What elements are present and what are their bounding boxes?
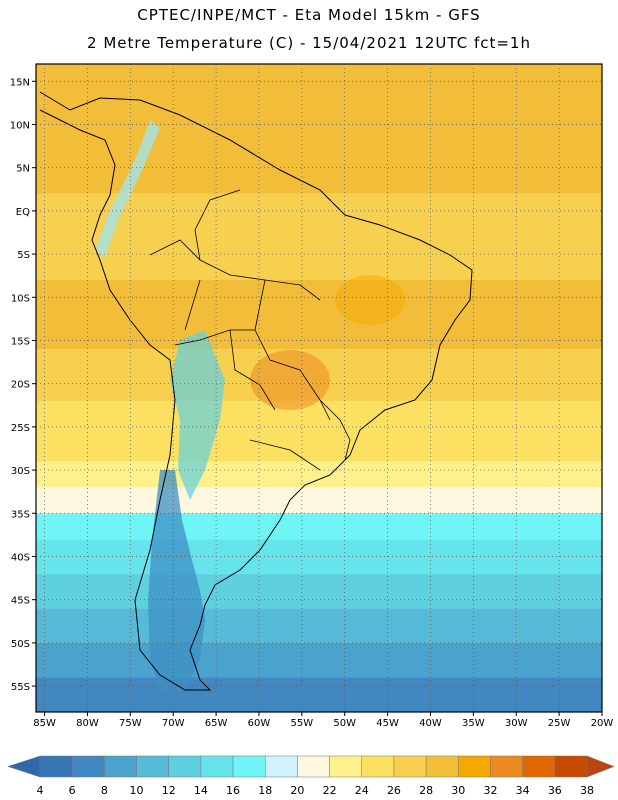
- temperature-band: [36, 435, 602, 462]
- latitude-label: 50S: [11, 639, 30, 650]
- legend-swatch: [425, 755, 459, 778]
- northern-andes-region: [95, 120, 160, 258]
- country-borders: [149, 189, 351, 471]
- color-legend: 4 6 8 10 12 14 16 18 20 22 24 26 28 30 32 34 36 38: [7, 755, 615, 797]
- land-overlay: [39, 91, 473, 691]
- longitude-label: 20W: [591, 718, 614, 729]
- warm-interior: [250, 350, 330, 410]
- latitude-label: 40S: [11, 552, 30, 563]
- legend-under-arrow: [7, 755, 41, 778]
- temperature-band: [36, 487, 602, 514]
- legend-label: 14: [194, 784, 208, 797]
- legend-swatch: [490, 755, 523, 778]
- temperature-band: [36, 573, 602, 609]
- latitude-label: 35S: [11, 509, 30, 520]
- legend-over-arrow: [586, 755, 615, 778]
- legend-swatch: [522, 755, 556, 778]
- warm-northeast: [335, 275, 405, 325]
- legend-label: 32: [483, 784, 497, 797]
- latitude-label: 15N: [10, 77, 30, 88]
- latitude-label: 55S: [11, 682, 30, 693]
- temperature-band: [36, 642, 602, 678]
- latitude-label: 30S: [11, 466, 30, 477]
- latitude-label: 10N: [10, 120, 30, 131]
- temperature-band: [36, 280, 602, 350]
- legend-swatch: [104, 755, 137, 778]
- longitude-label: 80W: [76, 718, 99, 729]
- graticule: [36, 64, 603, 712]
- latitude-label: EQ: [16, 207, 30, 218]
- legend-swatch: [232, 755, 266, 778]
- latitude-label: 20S: [11, 380, 30, 391]
- legend-label: 18: [258, 784, 272, 797]
- map-subtitle: 2 Metre Temperature (C) - 15/04/2021 12U…: [87, 34, 531, 52]
- latitude-label: 5N: [16, 164, 30, 175]
- legend-swatch: [200, 755, 234, 778]
- longitude-label: 50W: [333, 718, 356, 729]
- legend-swatch: [458, 755, 491, 778]
- temperature-band: [36, 461, 602, 488]
- legend-label: 22: [323, 784, 337, 797]
- legend-label: 8: [101, 784, 108, 797]
- temperature-band: [36, 64, 602, 194]
- temperature-band: [36, 677, 602, 712]
- legend-label: 10: [130, 784, 144, 797]
- latitude-label: 45S: [11, 596, 30, 607]
- legend-label: 38: [580, 784, 594, 797]
- temperature-band: [36, 400, 602, 436]
- longitude-label: 55W: [291, 718, 314, 729]
- longitude-label: 70W: [162, 718, 185, 729]
- longitude-label: 65W: [205, 718, 228, 729]
- latitude-label: 25S: [11, 423, 30, 434]
- andes-cool-region: [170, 330, 225, 500]
- legend-swatch: [329, 755, 363, 778]
- legend-swatch: [39, 755, 73, 778]
- legend-swatch: [361, 755, 395, 778]
- legend-swatch: [136, 755, 169, 778]
- longitude-label: 75W: [119, 718, 142, 729]
- map-title: CPTEC/INPE/MCT - Eta Model 15km - GFS: [137, 6, 481, 24]
- temperature-band: [36, 513, 602, 540]
- map-frame: [35, 63, 603, 713]
- legend-swatch: [264, 755, 298, 778]
- latitude-label: 5S: [17, 250, 30, 261]
- legend-label: 12: [162, 784, 176, 797]
- latitude-label: 15S: [11, 336, 30, 347]
- longitude-label: 60W: [248, 718, 271, 729]
- legend-label: 20: [290, 784, 304, 797]
- legend-label: 36: [548, 784, 562, 797]
- legend-label: 26: [387, 784, 401, 797]
- legend-label: 34: [516, 784, 530, 797]
- temperature-band: [36, 608, 602, 643]
- legend-swatch: [297, 755, 330, 778]
- andes-cold-region: [148, 470, 205, 690]
- longitude-label: 35W: [462, 718, 485, 729]
- legend-swatch: [554, 755, 588, 778]
- legend-label: 24: [355, 784, 369, 797]
- longitude-label: 85W: [33, 718, 56, 729]
- legend-label: 16: [226, 784, 240, 797]
- longitude-label: 40W: [419, 718, 442, 729]
- legend-label: 28: [419, 784, 433, 797]
- longitude-label: 30W: [505, 718, 528, 729]
- longitude-labels: 85W 80W 75W 70W 65W 60W 55W 50W 45W 40W 35W 30W 25W 2…: [33, 712, 613, 729]
- legend-label: 4: [37, 784, 44, 797]
- legend-label: 6: [69, 784, 76, 797]
- longitude-label: 45W: [376, 718, 399, 729]
- legend-swatch: [168, 755, 202, 778]
- latitude-labels: 15N 10N 5N EQ 5S 10S 15S 20S 25S 30S 35S 40S 45S 50S 5…: [10, 77, 36, 693]
- legend-label: 30: [451, 784, 465, 797]
- legend-swatch: [71, 755, 105, 778]
- latitude-label: 10S: [11, 293, 30, 304]
- legend-swatch: [393, 755, 427, 778]
- longitude-label: 25W: [548, 718, 571, 729]
- south-america-coastline: [39, 91, 473, 691]
